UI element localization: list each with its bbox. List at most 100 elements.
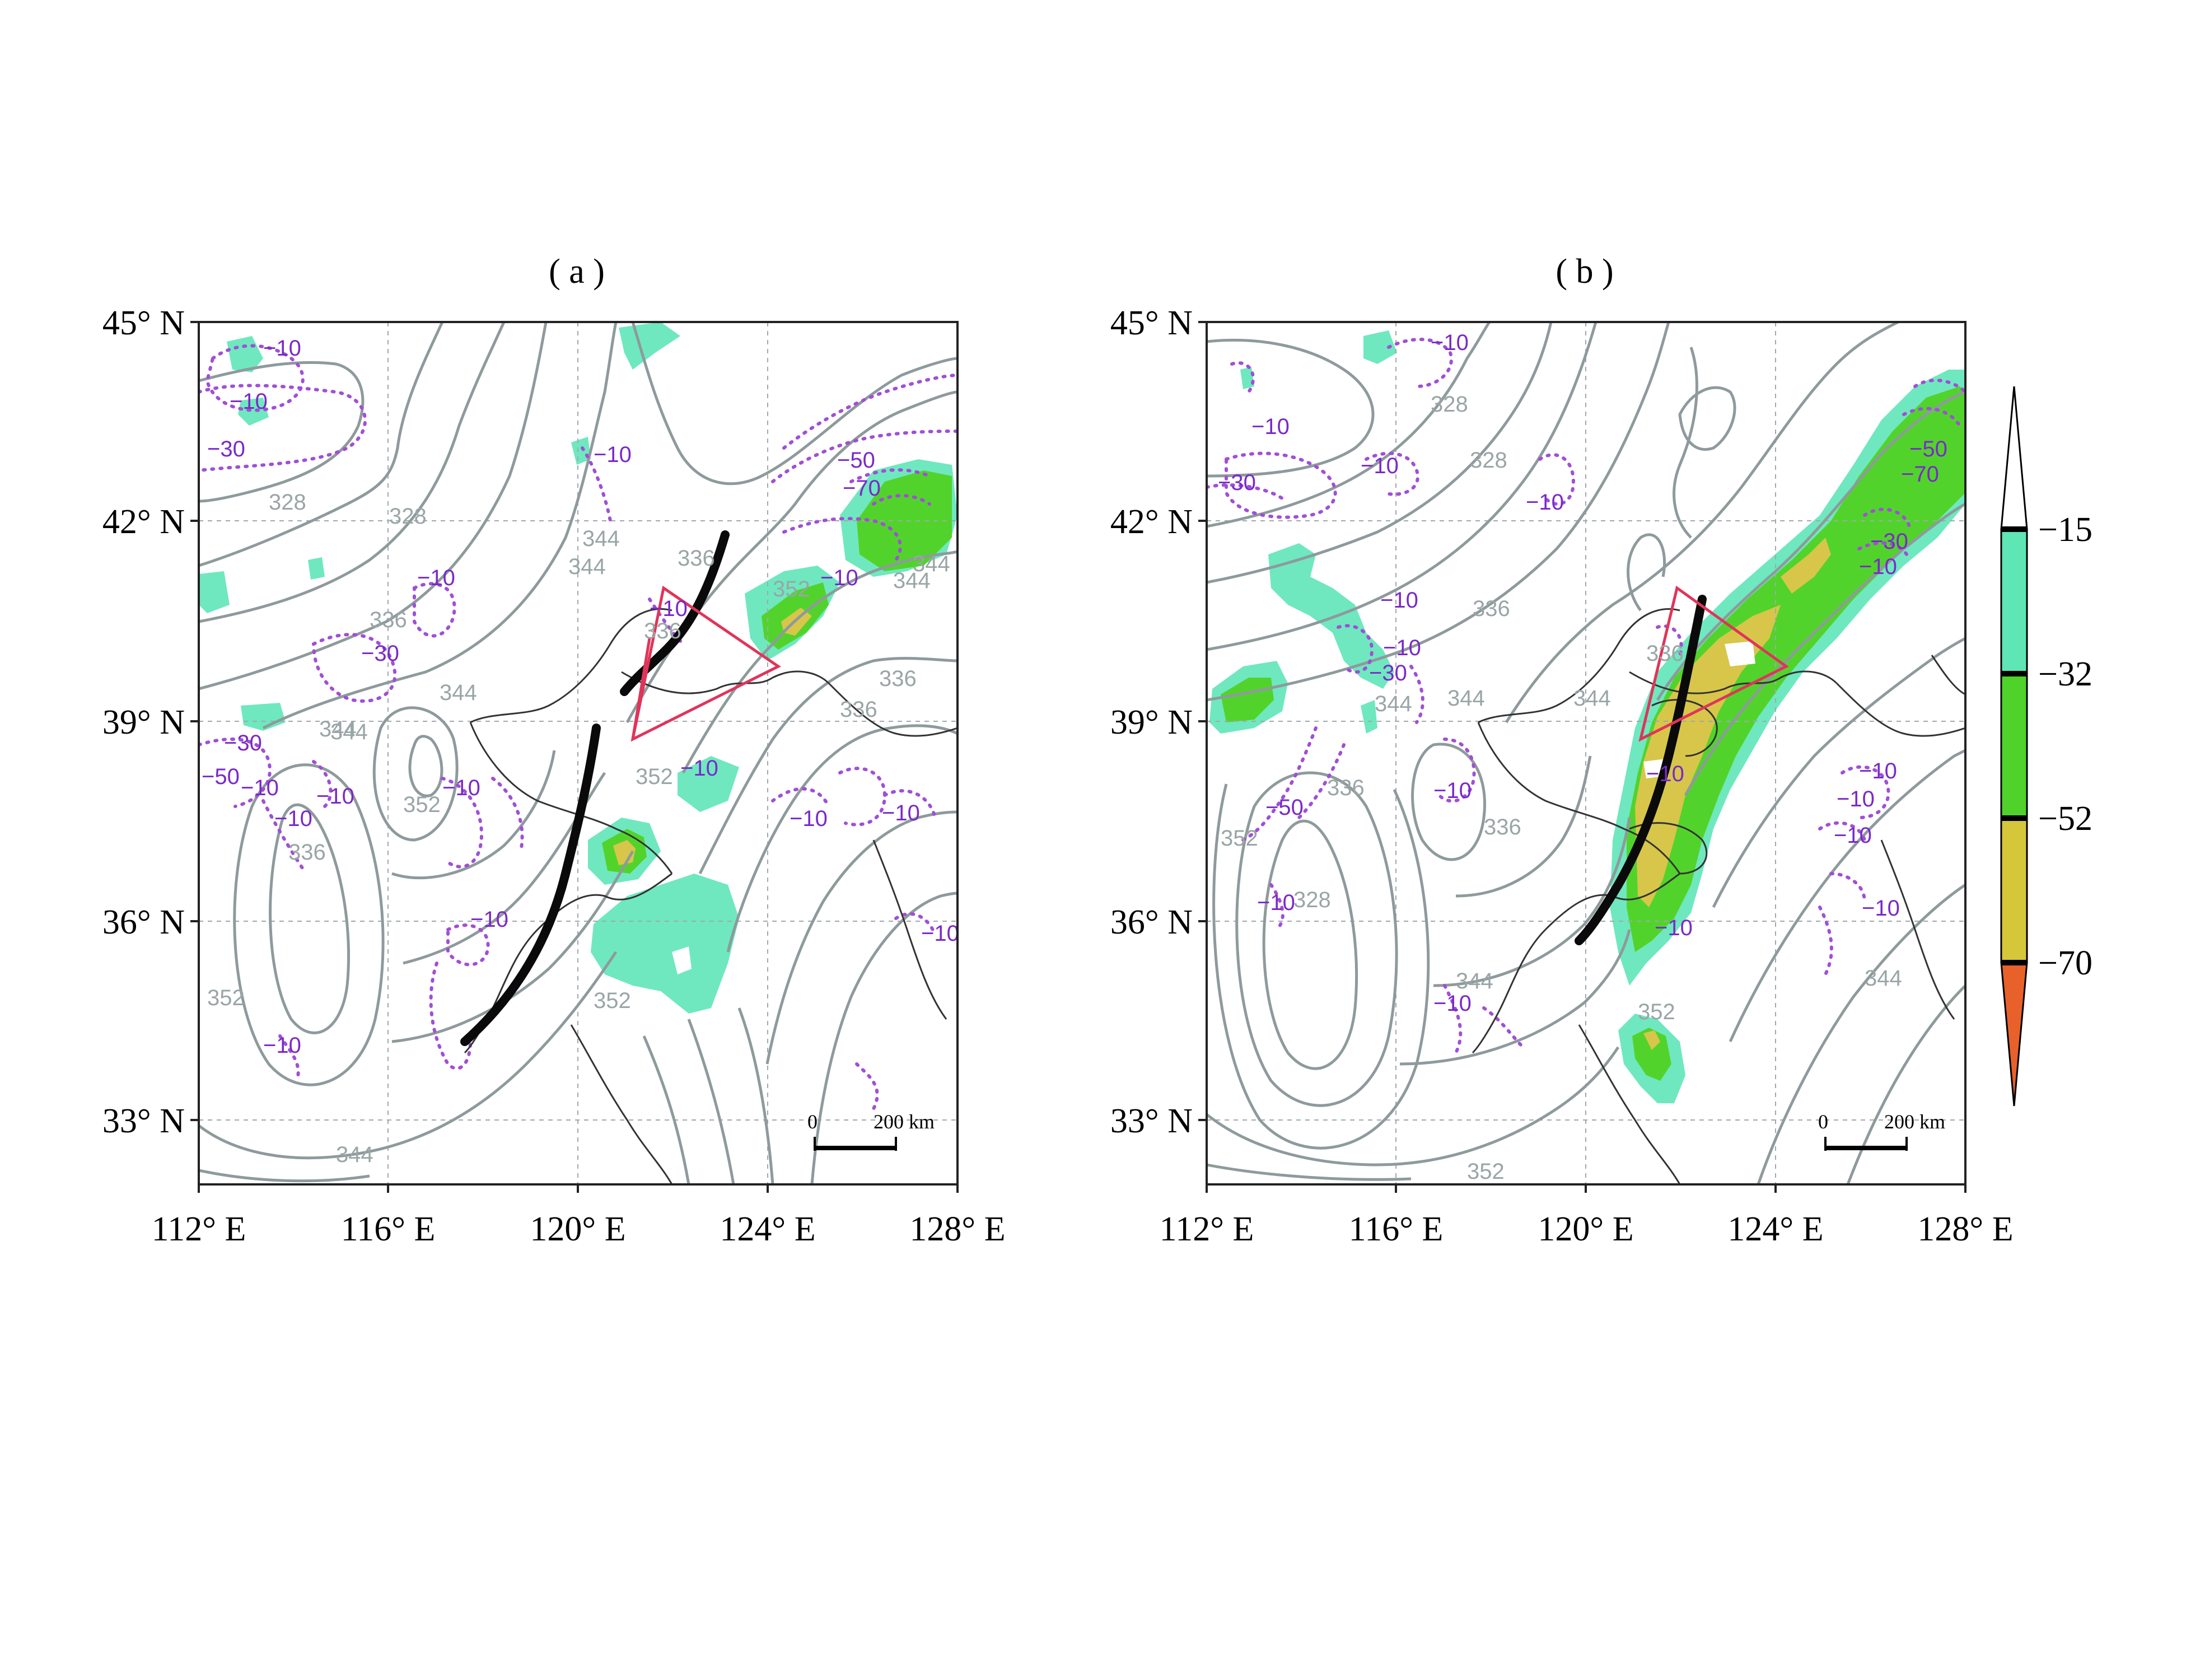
- contour-label: 352: [1467, 1159, 1505, 1184]
- theta-contour: [1207, 322, 1491, 528]
- panel-a-shading: [199, 322, 957, 1014]
- panel-b-shading: [1209, 330, 1965, 1103]
- border-line: [1651, 699, 1718, 757]
- vorticity-contour: [1241, 726, 1318, 842]
- panel-b-theta-contours: [1207, 322, 1965, 1184]
- border-line: [621, 670, 830, 694]
- theta-contour: [737, 1007, 774, 1184]
- lat-label: 36° N: [102, 903, 185, 941]
- vorticity-contour: [1829, 872, 1866, 903]
- theta-contour: [1433, 817, 1631, 987]
- vorticity-contour: [278, 1034, 300, 1082]
- theta-contour: [765, 810, 957, 1065]
- lat-label: 42° N: [1110, 503, 1193, 541]
- border-line: [1835, 682, 1965, 737]
- vorticity-contour: [1437, 738, 1476, 803]
- panel-a-grid: [199, 322, 957, 1184]
- panel-b: ( b ): [1110, 253, 2014, 1248]
- shade-region: [199, 571, 230, 613]
- contour-label: 336: [1646, 641, 1684, 666]
- vorticity-label: −50: [837, 448, 875, 473]
- vorticity-contour: [883, 789, 937, 819]
- contour-label: 344: [1573, 686, 1611, 711]
- theta-contour: [1656, 390, 1965, 701]
- border-line: [1578, 1024, 1681, 1184]
- contour-label: 344: [893, 568, 931, 593]
- vorticity-label: −10: [790, 806, 828, 831]
- vorticity-contour: [261, 799, 304, 870]
- lat-label: 39° N: [1110, 703, 1193, 741]
- theta-contour: [631, 322, 957, 486]
- theta-contour: [1684, 502, 1965, 796]
- lon-label: 116° E: [1349, 1210, 1444, 1248]
- vorticity-label: −10: [1834, 823, 1872, 848]
- theta-contour: [233, 763, 385, 1086]
- vorticity-contour: [312, 760, 333, 808]
- vorticity-contour: [1297, 743, 1346, 819]
- panel-b-lon-labels: 112° E 116° E 120° E 124° E 128° E: [1160, 1210, 2014, 1248]
- front-line: [460, 724, 601, 1046]
- panel-a-lat-labels: 45° N 42° N 39° N 36° N 33° N: [102, 304, 185, 1140]
- lat-label: 42° N: [102, 503, 185, 541]
- vorticity-label: −70: [1901, 462, 1939, 487]
- vorticity-contour: [1818, 821, 1866, 842]
- contour-label: 352: [207, 986, 245, 1010]
- theta-contour: [1455, 755, 1592, 898]
- vorticity-label: −10: [1646, 762, 1684, 786]
- theta-contour: [1399, 929, 1631, 1066]
- analysis-triangle-spur: [631, 638, 651, 740]
- border-line: [469, 722, 673, 874]
- panel-a-scale-bar: 0 200 km: [807, 1110, 935, 1151]
- contour-label: 336: [840, 697, 877, 722]
- vorticity-label: −30: [207, 437, 245, 461]
- border-line: [828, 682, 957, 737]
- vorticity-contour: [849, 468, 931, 483]
- shade-region: [1363, 330, 1397, 364]
- theta-contour: [408, 735, 443, 797]
- shade-region: [678, 756, 739, 812]
- border-line: [570, 1024, 673, 1184]
- panel-b-label: ( b ): [1556, 253, 1613, 291]
- contour-label: 328: [389, 504, 427, 529]
- vorticity-contour: [1269, 883, 1284, 931]
- theta-contour: [681, 550, 957, 774]
- vorticity-contour: [1841, 765, 1890, 819]
- vorticity-contour: [1913, 379, 1965, 394]
- vorticity-contour: [1902, 407, 1961, 427]
- contour-label: 336: [288, 840, 326, 865]
- theta-contour: [1207, 1046, 1620, 1166]
- vorticity-contour: [1337, 624, 1374, 674]
- contour-label: 336: [1327, 776, 1365, 800]
- shade-region: [308, 557, 325, 580]
- vorticity-label: −10: [1837, 787, 1875, 811]
- vorticity-label: −10: [470, 907, 508, 932]
- panel-b-lat-labels: 45° N 42° N 39° N 36° N 33° N: [1110, 304, 1193, 1140]
- vorticity-contour: [581, 446, 612, 522]
- panel-a: ( a ): [102, 253, 1006, 1248]
- panel-b-ticks: [1198, 321, 1967, 1193]
- theta-contour: [1207, 1163, 1412, 1181]
- colorbar: −15 −32 −52 −70: [2000, 386, 2092, 1107]
- vorticity-label: −10: [1526, 490, 1564, 515]
- analysis-triangle: [1638, 585, 1789, 742]
- vorticity-contour: [1443, 984, 1463, 1054]
- theta-contour: [1757, 883, 1965, 1184]
- vorticity-contour: [1863, 507, 1911, 528]
- border-line: [1880, 839, 1955, 1020]
- theta-contour: [1207, 322, 1598, 651]
- shade-region: [672, 946, 692, 974]
- theta-contour: [687, 1019, 735, 1184]
- vorticity-label: −10: [1251, 414, 1290, 439]
- lat-label: 36° N: [1110, 903, 1193, 941]
- vorticity-label: −10: [1655, 916, 1693, 940]
- lon-label: 116° E: [341, 1210, 436, 1248]
- border-line: [1629, 670, 1838, 694]
- contour-label: 344: [330, 720, 368, 744]
- shade-region: [1781, 538, 1831, 594]
- lon-label: 120° E: [1538, 1210, 1633, 1248]
- vorticity-contour: [1387, 338, 1453, 388]
- analysis-triangle: [630, 585, 781, 742]
- vorticity-contour: [1365, 451, 1419, 496]
- vorticity-contour: [855, 1062, 879, 1110]
